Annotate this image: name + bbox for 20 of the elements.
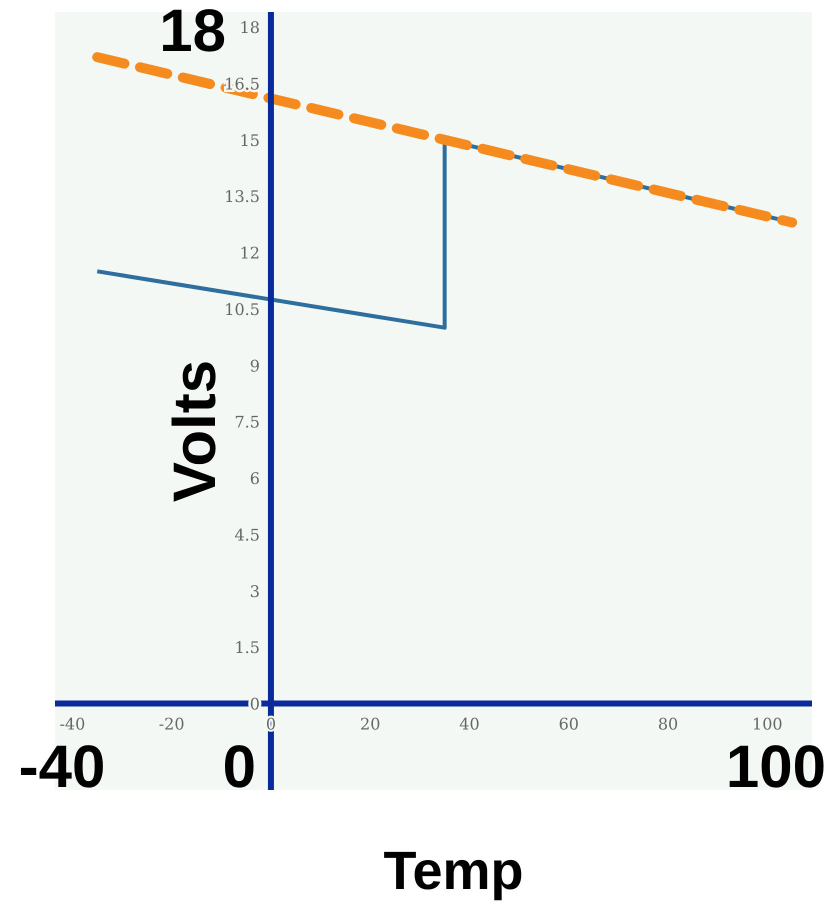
y-axis-title: Volts [161, 360, 228, 502]
y-tick-label: 13.5 [224, 187, 260, 206]
y-tick-label: 7.5 [234, 412, 260, 432]
x-tick-label: 80 [658, 714, 678, 734]
y-tick-label: 3 [250, 582, 260, 601]
y-tick-label: 10.5 [224, 300, 260, 319]
y-tick-label: 1.5 [234, 638, 260, 658]
x-tick-label: 40 [459, 714, 480, 734]
y-tick-label: 6 [250, 469, 260, 488]
y-tick-label: 15 [240, 130, 260, 150]
y-tick-label: 12 [240, 244, 260, 263]
x-tick-label: 100 [752, 714, 783, 734]
x-tick-label: 20 [360, 714, 380, 734]
y-tick-label: 9 [250, 356, 260, 376]
x-tick-label: 60 [558, 714, 579, 734]
x-axis-title: Temp [383, 841, 524, 901]
y-tick-label: 4.5 [234, 525, 260, 544]
x-tick-label: -40 [59, 714, 86, 734]
y-tick-label: 18 [240, 18, 260, 38]
x-tick-label: -20 [158, 714, 185, 734]
